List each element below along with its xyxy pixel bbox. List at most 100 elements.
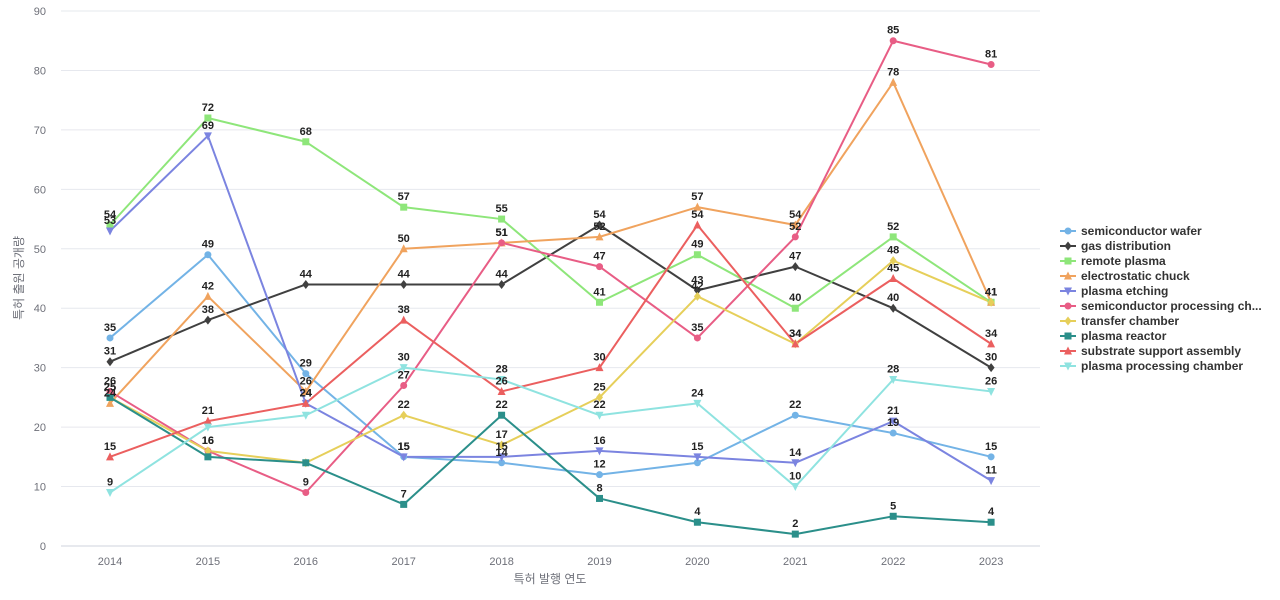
data-label: 15 — [495, 441, 507, 453]
data-point-marker — [106, 393, 114, 401]
data-point-marker — [498, 411, 506, 419]
data-point-marker — [498, 215, 506, 223]
data-point-marker — [791, 411, 799, 419]
data-point-marker — [791, 220, 800, 229]
data-label: 34 — [789, 328, 802, 340]
data-point-marker — [596, 263, 603, 271]
data-label: 14 — [495, 447, 508, 459]
legend-marker — [1064, 362, 1072, 371]
data-point-marker — [889, 429, 897, 437]
data-label: 11 — [985, 465, 997, 477]
data-point-marker — [987, 363, 995, 373]
data-point-marker — [106, 452, 114, 461]
data-point-marker — [204, 114, 212, 122]
data-label: 27 — [398, 370, 410, 382]
y-tick-label: 90 — [34, 6, 46, 18]
y-tick-label: 50 — [34, 244, 46, 256]
data-point-marker — [400, 279, 408, 289]
data-point-marker — [301, 386, 310, 395]
data-label: 5 — [890, 500, 896, 512]
legend-marker — [1064, 332, 1072, 340]
legend-item[interactable]: substrate support assembly — [1060, 344, 1241, 358]
data-label: 44 — [300, 268, 313, 280]
data-point-marker — [399, 315, 408, 324]
series-line — [109, 253, 992, 476]
data-label: 49 — [691, 239, 703, 251]
y-axis-title: 특허 출원 공개량 — [12, 236, 26, 320]
data-label: 9 — [107, 477, 113, 489]
data-label: 22 — [398, 399, 410, 411]
data-point-marker — [889, 233, 897, 241]
data-point-marker — [791, 233, 799, 241]
data-label: 9 — [303, 477, 309, 489]
data-point-marker — [595, 363, 604, 372]
data-label: 21 — [202, 405, 214, 417]
legend-label: plasma processing chamber — [1081, 359, 1243, 373]
data-label: 31 — [104, 346, 116, 358]
series-line — [109, 224, 992, 458]
data-point-marker — [399, 244, 408, 253]
data-point-marker — [596, 392, 603, 402]
legend-item[interactable]: electrostatic chuck — [1060, 269, 1190, 283]
data-point-marker — [987, 518, 995, 526]
data-label: 52 — [789, 221, 801, 233]
data-point-marker — [203, 132, 212, 141]
y-axis-ticks: 0 10 20 30 40 50 60 70 80 90 — [34, 6, 46, 553]
data-point-marker — [204, 315, 212, 325]
legend-label: electrostatic chuck — [1081, 269, 1190, 283]
series-line — [109, 39, 992, 494]
legend-label: substrate support assembly — [1081, 344, 1241, 358]
legend-item[interactable]: plasma reactor — [1060, 329, 1167, 343]
data-label: 54 — [593, 209, 606, 221]
data-label: 35 — [691, 322, 703, 334]
legend-marker — [1064, 316, 1072, 326]
legend-item[interactable]: plasma etching — [1060, 284, 1168, 298]
data-label: 14 — [789, 447, 802, 459]
data-point-marker — [987, 387, 996, 396]
y-tick-label: 0 — [40, 541, 46, 553]
data-label: 53 — [104, 215, 116, 227]
data-label: 44 — [398, 268, 411, 280]
data-point-marker — [693, 334, 701, 342]
legend-label: transfer chamber — [1081, 314, 1179, 328]
data-label: 40 — [887, 292, 899, 304]
data-label: 85 — [887, 25, 899, 37]
data-label: 26 — [495, 375, 507, 387]
series-markers — [106, 37, 996, 538]
data-point-marker — [596, 471, 603, 479]
data-label: 7 — [401, 488, 407, 500]
data-point-marker — [987, 61, 995, 68]
x-tick-label: 2014 — [98, 556, 122, 568]
data-label: 42 — [202, 280, 214, 292]
legend-item[interactable]: remote plasma — [1060, 254, 1166, 268]
legend-item[interactable]: gas distribution — [1060, 239, 1171, 253]
data-label: 26 — [985, 375, 997, 387]
legend-item[interactable]: semiconductor wafer — [1060, 224, 1202, 238]
data-label: 34 — [985, 328, 998, 340]
data-label: 19 — [887, 417, 899, 429]
legend-label: semiconductor processing ch... — [1081, 299, 1262, 313]
data-point-marker — [693, 291, 701, 301]
data-point-marker — [204, 453, 212, 461]
data-label: 41 — [985, 286, 997, 298]
data-label: 25 — [593, 381, 605, 393]
data-point-marker — [301, 398, 310, 407]
data-label: 22 — [593, 399, 605, 411]
legend-item[interactable]: plasma processing chamber — [1060, 359, 1243, 373]
data-label: 42 — [691, 280, 703, 292]
data-point-marker — [791, 339, 800, 348]
x-tick-label: 2019 — [587, 556, 611, 568]
data-label: 69 — [202, 120, 214, 132]
data-label: 35 — [104, 322, 116, 334]
data-point-marker — [889, 417, 898, 426]
legend-item[interactable]: transfer chamber — [1060, 314, 1179, 328]
y-tick-label: 30 — [34, 363, 46, 375]
legend-item[interactable]: semiconductor processing ch... — [1060, 299, 1262, 313]
data-point-marker — [596, 494, 603, 502]
y-tick-label: 10 — [34, 482, 46, 494]
data-point-marker — [791, 483, 800, 492]
data-point-marker — [693, 459, 701, 467]
data-point-marker — [693, 518, 701, 526]
data-point-marker — [595, 447, 604, 456]
